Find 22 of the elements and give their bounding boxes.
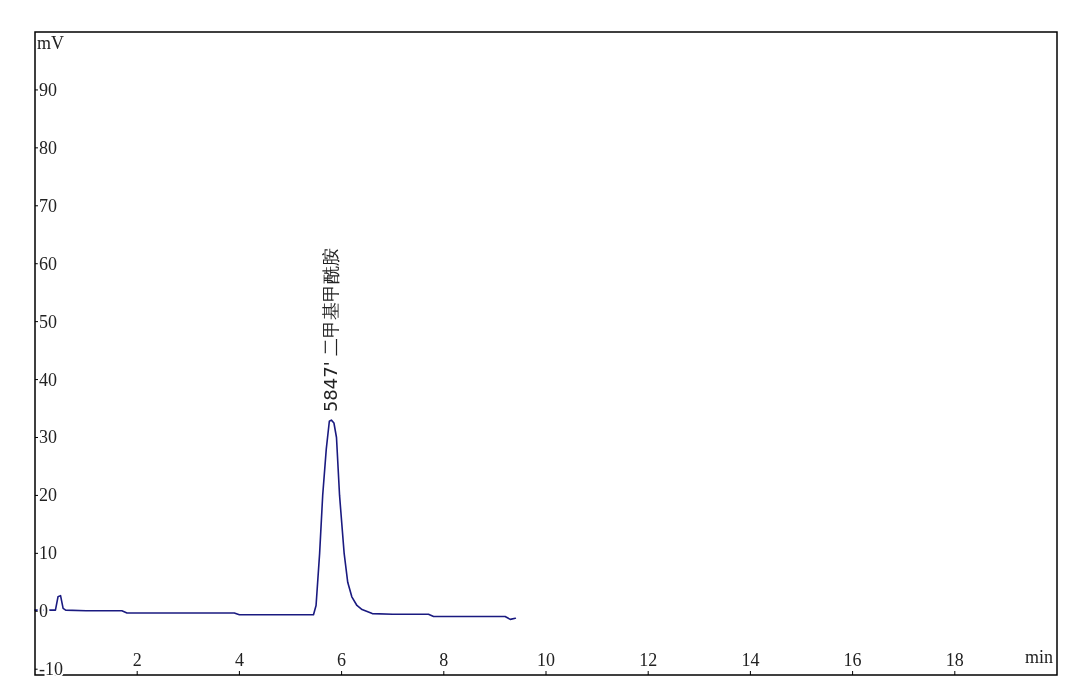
x-tick-label: 2 <box>132 650 142 670</box>
x-tick-label: 6 <box>337 650 347 670</box>
y-axis-title: mV <box>37 33 64 53</box>
x-axis-title: min <box>1024 647 1053 667</box>
y-tick-label: 40 <box>39 369 57 390</box>
y-tick-label: 20 <box>39 485 57 506</box>
x-tick-label: 4 <box>234 650 244 670</box>
y-tick-label: 30 <box>39 427 57 448</box>
x-tick-label: 18 <box>945 650 964 670</box>
y-tick-label: 70 <box>39 195 57 216</box>
y-tick-label: 60 <box>39 253 57 274</box>
y-tick-label: 10 <box>39 543 57 564</box>
y-tick-label: 80 <box>39 137 57 158</box>
annotation: 5847' 二甲基甲酰胺 <box>320 247 342 413</box>
x-tick-label: 16 <box>843 650 862 670</box>
y-tick-label: 90 <box>39 79 57 100</box>
x-tick-label: 8 <box>439 650 449 670</box>
line-series <box>34 419 517 621</box>
x-tick-label: 12 <box>639 650 658 670</box>
x-tick-label: 10 <box>537 650 555 670</box>
y-tick-label: 50 <box>39 311 57 332</box>
x-tick-label: 14 <box>741 650 760 670</box>
